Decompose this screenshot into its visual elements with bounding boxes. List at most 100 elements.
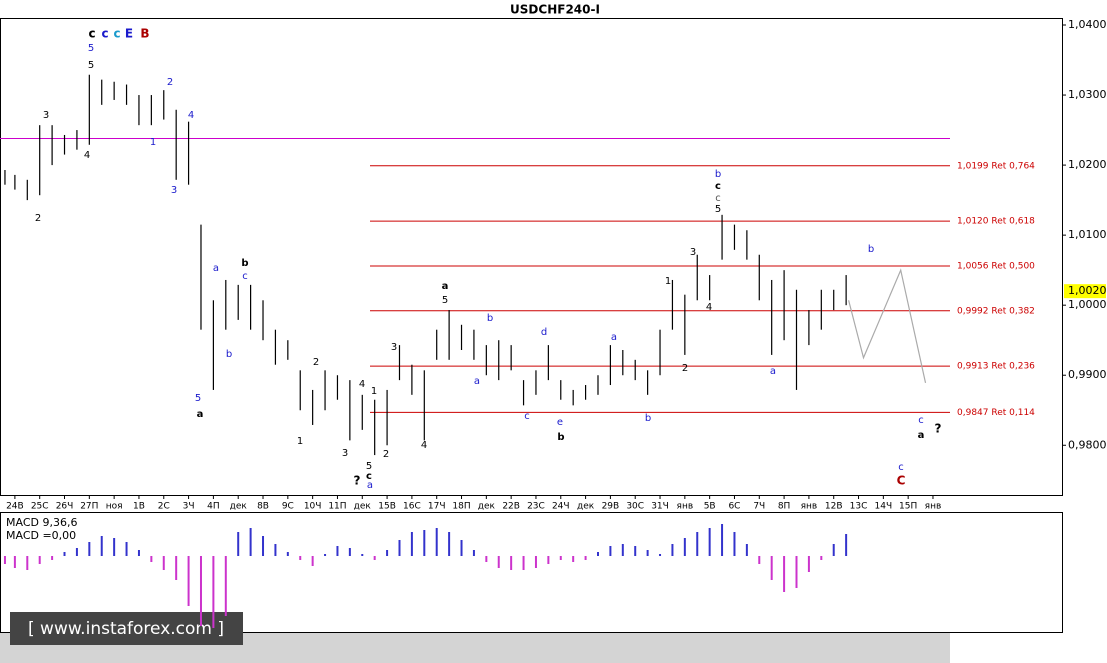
x-tick-label: дек [230, 502, 248, 512]
x-tick-label: 22В [502, 502, 520, 512]
x-tick-label: 18П [452, 502, 470, 512]
retracement-label: 0,9992 Ret 0,382 [957, 306, 1035, 316]
wave-label: 1 [297, 436, 303, 447]
chart-title: USDCHF240-I [510, 3, 600, 17]
wave-label: 5 [715, 204, 721, 215]
wave-label: a [474, 376, 480, 387]
price-frame [0, 18, 1063, 496]
wave-label: 5 [88, 43, 94, 54]
wave-label: a [367, 480, 373, 491]
wave-label: B [140, 27, 149, 41]
retracement-label: 1,0120 Ret 0,618 [957, 217, 1035, 227]
wave-label: 3 [171, 185, 177, 196]
wave-label: 2 [313, 357, 319, 368]
x-tick-label: 15В [378, 502, 396, 512]
x-tick-label: 15П [899, 502, 917, 512]
wave-label: b [715, 169, 721, 180]
wave-label: 1 [371, 386, 377, 397]
wave-label: 3 [391, 342, 397, 353]
retracement-label: 1,0199 Ret 0,764 [957, 161, 1035, 171]
wave-label: a [918, 430, 925, 441]
x-tick-label: 23С [527, 502, 545, 512]
wave-label: a [442, 281, 449, 292]
wave-label: 1 [665, 276, 671, 287]
forecast-path [848, 268, 927, 384]
x-tick-label: дек [354, 502, 372, 512]
wave-label: 2 [682, 363, 688, 374]
wave-label: ? [935, 422, 942, 436]
y-tick-label: 1,0100 [1068, 228, 1107, 241]
x-tick-label: 8П [778, 502, 791, 512]
last-price-label: 1,0020 [1068, 284, 1107, 297]
x-tick-label: 5В [704, 502, 716, 512]
watermark-box [10, 612, 243, 645]
wave-label: d [541, 327, 547, 338]
wave-label: c [366, 471, 372, 482]
x-tick-label: янв [801, 502, 818, 512]
x-tick-label: янв [925, 502, 942, 512]
x-tick-label: янв [677, 502, 694, 512]
wave-label: b [868, 244, 874, 255]
wave-label: c [101, 27, 108, 41]
wave-label: c [242, 271, 248, 282]
wave-label: e [557, 417, 563, 428]
x-tick-label: дек [577, 502, 595, 512]
wave-label: 4 [188, 110, 194, 121]
x-tick-label: 2С [158, 502, 170, 512]
wave-label: 3 [690, 247, 696, 258]
x-tick-label: 10Ч [304, 502, 322, 512]
retracement-label: 0,9847 Ret 0,114 [957, 408, 1035, 418]
wave-label: 4 [421, 440, 427, 451]
x-tick-label: 4П [207, 502, 220, 512]
wave-label: 5 [366, 461, 372, 472]
y-tick-label: 0,9900 [1068, 368, 1107, 381]
wave-label: c [524, 411, 530, 422]
wave-label: 5 [195, 393, 201, 404]
wave-label: b [487, 313, 493, 324]
wave-label: c [88, 27, 95, 41]
wave-label: 1 [150, 137, 156, 148]
macd-title: MACD 9,36,6 [6, 516, 77, 529]
x-tick-label: 24Ч [552, 502, 570, 512]
x-tick-label: 13С [850, 502, 868, 512]
y-tick-label: 0,9800 [1068, 438, 1107, 451]
x-tick-label: 26Ч [56, 502, 74, 512]
retracement-label: 1,0056 Ret 0,500 [957, 261, 1035, 271]
wave-label: c [715, 181, 721, 192]
x-tick-label: 27П [80, 502, 98, 512]
wave-label: E [125, 27, 133, 41]
x-tick-label: 8В [257, 502, 269, 512]
last-price-box [1064, 284, 1106, 299]
x-tick-label: 9С [282, 502, 294, 512]
wave-label: 2 [35, 213, 41, 224]
wave-label: 2 [167, 77, 173, 88]
x-tick-label: 24В [6, 502, 24, 512]
x-tick-label: 30С [626, 502, 644, 512]
wave-label: c [715, 193, 721, 204]
x-tick-label: ноя [106, 502, 123, 512]
x-tick-label: 14Ч [875, 502, 893, 512]
x-tick-label: 29В [602, 502, 620, 512]
watermark: [ www.instaforex.com ] [28, 619, 224, 639]
y-tick-label: 1,0400 [1068, 18, 1107, 31]
x-tick-label: 11П [328, 502, 346, 512]
wave-label: a [213, 263, 219, 274]
wave-label: a [611, 332, 617, 343]
wave-label: a [770, 366, 776, 377]
wave-label: 3 [342, 448, 348, 459]
macd-frame [0, 512, 1063, 633]
x-tick-label: 1В [133, 502, 145, 512]
wave-label: b [645, 413, 651, 424]
wave-label: c [918, 415, 924, 426]
wave-label: c [113, 27, 120, 41]
wave-label: a [197, 409, 204, 420]
wave-label: b [241, 258, 248, 269]
x-tick-label: 12В [825, 502, 843, 512]
y-tick-label: 1,0300 [1068, 88, 1107, 101]
retracement-label: 0,9913 Ret 0,236 [957, 362, 1035, 372]
wave-label: 4 [84, 150, 90, 161]
wave-label: 5 [88, 60, 94, 71]
x-tick-label: 16С [403, 502, 421, 512]
x-tick-label: дек [478, 502, 496, 512]
